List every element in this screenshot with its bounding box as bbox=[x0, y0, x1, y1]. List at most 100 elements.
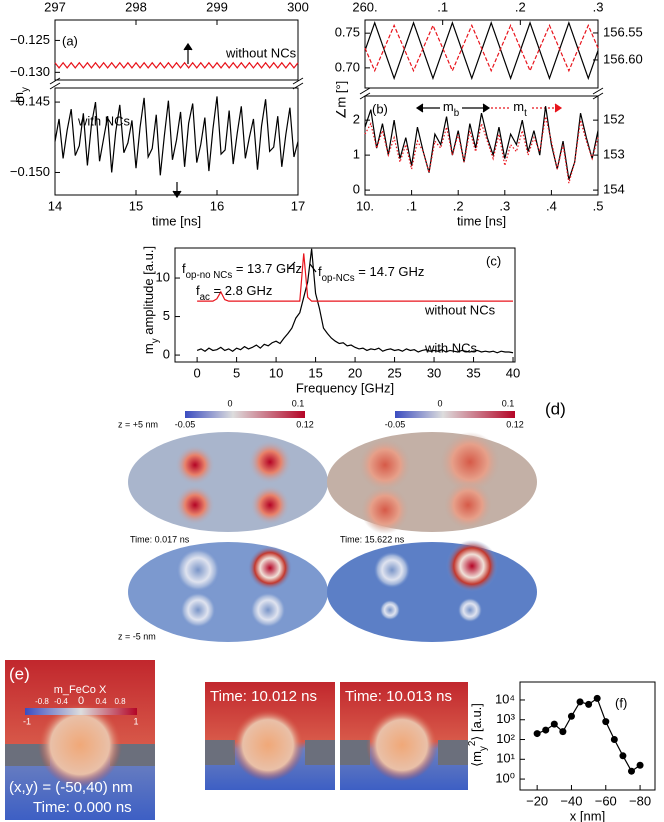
annotation-part: f bbox=[182, 261, 186, 276]
series-label: without NCs bbox=[225, 45, 297, 60]
time-label: Time: 10.013 ns bbox=[345, 688, 452, 705]
data-line bbox=[364, 106, 599, 180]
plot-frame bbox=[364, 19, 599, 89]
data-point bbox=[602, 718, 610, 726]
data-point bbox=[559, 728, 567, 736]
series-label: without NCs bbox=[424, 302, 496, 317]
y-axis-title-part: 2 bbox=[467, 741, 478, 746]
x-tick-label: 14 bbox=[48, 198, 62, 213]
x-axis-title: time [ns] bbox=[152, 213, 201, 228]
x-tick-label: 0 bbox=[193, 365, 200, 380]
y-tick-label: −0.145 bbox=[10, 94, 50, 109]
y-axis-title-part: y bbox=[478, 746, 489, 751]
colorbar-title: m_FeCo X bbox=[54, 684, 107, 696]
position-label: (x,y) = (-50,40) nm bbox=[9, 779, 133, 796]
y-axis-title: ∠m [°] bbox=[333, 81, 348, 120]
y-axis-title-part: ⟩ [a.u.] bbox=[469, 703, 484, 741]
colorbar-label: 0 bbox=[78, 695, 84, 707]
x-tick-label: .2 bbox=[453, 198, 464, 213]
x-axis-title: time [ns] bbox=[457, 213, 506, 228]
y-axis-title-part: amplitude [a.u.] bbox=[141, 246, 156, 339]
x-tick-label: 260. bbox=[352, 0, 377, 14]
annotation-part: op-no NCs bbox=[186, 270, 233, 281]
data-line bbox=[197, 253, 514, 302]
time-label: Time: 0.000 ns bbox=[33, 799, 132, 816]
arrows bbox=[172, 42, 563, 273]
series-label-part: m bbox=[443, 99, 454, 114]
colorbar-label: 1 bbox=[133, 716, 138, 726]
annotation-part: = 14.7 GHz bbox=[355, 264, 425, 279]
data-line bbox=[54, 96, 299, 176]
colorbar bbox=[395, 411, 515, 418]
colorbar bbox=[25, 708, 137, 715]
series-label-part: m bbox=[513, 99, 524, 114]
x-tick-label: −80 bbox=[629, 793, 651, 808]
panel-label: (f) bbox=[615, 695, 627, 710]
plot-frame bbox=[174, 247, 516, 363]
slice-label: z = -5 nm bbox=[118, 631, 156, 641]
series-label: mt bbox=[513, 99, 527, 119]
x-tick-label: .5 bbox=[593, 198, 604, 213]
snapshot bbox=[327, 432, 537, 532]
panel-e: m_FeCo X -0.8 -0.4 0 0.4 0.8 -1 1 (e) (x… bbox=[5, 660, 468, 820]
colorbar-label: -0.4 bbox=[54, 697, 68, 706]
snapshot bbox=[128, 432, 328, 532]
x-tick-label: .3 bbox=[593, 0, 604, 14]
colorbar-label: -1 bbox=[23, 716, 31, 726]
plot-frame bbox=[519, 681, 656, 791]
x-tick-label: 15 bbox=[129, 198, 143, 213]
y-tick-label: 0.75 bbox=[335, 25, 360, 40]
y-tick-label: 156.55 bbox=[603, 24, 643, 39]
data-point bbox=[610, 736, 618, 744]
panel-label: (b) bbox=[372, 101, 388, 116]
y-axis-title-part: y bbox=[20, 87, 31, 92]
y-tick-label: 153 bbox=[603, 147, 625, 162]
y-axis-title: ⟨my2⟩ [a.u.] bbox=[467, 703, 489, 767]
colorbar-label: 0 bbox=[437, 398, 442, 408]
series-label: mb bbox=[443, 99, 460, 119]
x-tick-label: .1 bbox=[406, 198, 417, 213]
snapshot bbox=[128, 542, 328, 642]
y-tick-label: 156.60 bbox=[603, 51, 643, 66]
y-tick-label: 10³ bbox=[496, 711, 515, 726]
x-tick-label: −20 bbox=[526, 793, 548, 808]
x-tick-label: 25 bbox=[387, 365, 401, 380]
data-line bbox=[196, 248, 514, 354]
x-tick-label: 17 bbox=[291, 198, 305, 213]
y-tick-label: 0 bbox=[353, 182, 360, 197]
x-tick-label: .3 bbox=[499, 198, 510, 213]
x-tick-label: 5 bbox=[233, 365, 240, 380]
series-label-part: b bbox=[454, 108, 460, 119]
data-point bbox=[550, 720, 558, 728]
y-axis-title-part: m bbox=[141, 343, 156, 354]
annotation-part: op-NCs bbox=[322, 273, 355, 284]
time-label: Time: 0.017 ns bbox=[130, 534, 190, 544]
x-tick-label: 35 bbox=[466, 365, 480, 380]
x-tick-label: 40 bbox=[506, 365, 520, 380]
y-tick-label: 10 bbox=[156, 269, 170, 284]
y-tick-label: 10⁴ bbox=[495, 691, 515, 706]
plot-frame bbox=[54, 19, 299, 81]
x-tick-label: 10 bbox=[269, 365, 283, 380]
data-point bbox=[533, 730, 541, 738]
y-tick-label: −0.130 bbox=[10, 64, 50, 79]
snapshot bbox=[327, 542, 537, 642]
x-tick-label: 298 bbox=[125, 0, 147, 14]
x-tick-label: 30 bbox=[427, 365, 441, 380]
annotation-part: f bbox=[196, 283, 200, 298]
x-tick-label: .4 bbox=[546, 198, 557, 213]
series-label: with NCs bbox=[77, 113, 131, 128]
x-tick-label: 297 bbox=[44, 0, 66, 14]
data-line bbox=[364, 23, 599, 73]
x-tick-label: −40 bbox=[560, 793, 582, 808]
y-tick-label: 10¹ bbox=[496, 751, 515, 766]
x-tick-label: .2 bbox=[515, 0, 526, 14]
colorbar bbox=[185, 411, 305, 418]
data-point bbox=[567, 712, 575, 720]
colorbar-label: -0.05 bbox=[175, 419, 196, 429]
y-tick-label: 1 bbox=[353, 147, 360, 162]
annotation: fop-NCs = 14.7 GHz bbox=[318, 264, 424, 284]
data-point bbox=[585, 700, 593, 708]
x-tick-label: .1 bbox=[437, 0, 448, 14]
